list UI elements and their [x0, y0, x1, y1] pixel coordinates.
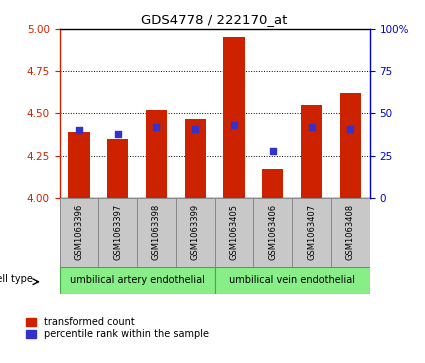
Bar	[68, 132, 90, 198]
Bar	[215, 267, 370, 294]
Text: cell type: cell type	[0, 274, 33, 284]
Text: GSM1063399: GSM1063399	[191, 204, 200, 260]
Text: GSM1063405: GSM1063405	[230, 204, 238, 260]
Bar	[224, 37, 245, 198]
Bar	[262, 169, 283, 198]
Point	[192, 126, 198, 131]
Bar	[98, 198, 137, 267]
Point	[347, 126, 354, 131]
Bar	[215, 198, 253, 267]
Text: GSM1063397: GSM1063397	[113, 204, 122, 260]
Bar	[176, 198, 215, 267]
Text: GSM1063396: GSM1063396	[74, 204, 83, 260]
Bar	[137, 198, 176, 267]
Text: umbilical vein endothelial: umbilical vein endothelial	[229, 276, 355, 285]
Title: GDS4778 / 222170_at: GDS4778 / 222170_at	[142, 13, 288, 26]
Text: GSM1063398: GSM1063398	[152, 204, 161, 260]
Point	[76, 127, 82, 133]
Text: umbilical artery endothelial: umbilical artery endothelial	[70, 276, 204, 285]
Bar	[331, 198, 370, 267]
Bar	[60, 267, 215, 294]
Point	[308, 124, 315, 130]
Text: GSM1063408: GSM1063408	[346, 204, 355, 260]
Bar	[184, 118, 206, 198]
Bar	[107, 139, 128, 198]
Point	[153, 124, 160, 130]
Text: GSM1063407: GSM1063407	[307, 204, 316, 260]
Point	[231, 122, 238, 128]
Point	[114, 131, 121, 136]
Bar	[340, 93, 361, 198]
Legend: transformed count, percentile rank within the sample: transformed count, percentile rank withi…	[26, 317, 209, 339]
Bar	[253, 198, 292, 267]
Bar	[146, 110, 167, 198]
Point	[269, 148, 276, 154]
Text: GSM1063406: GSM1063406	[268, 204, 277, 260]
Bar	[301, 105, 322, 198]
Bar	[60, 198, 98, 267]
Bar	[292, 198, 331, 267]
